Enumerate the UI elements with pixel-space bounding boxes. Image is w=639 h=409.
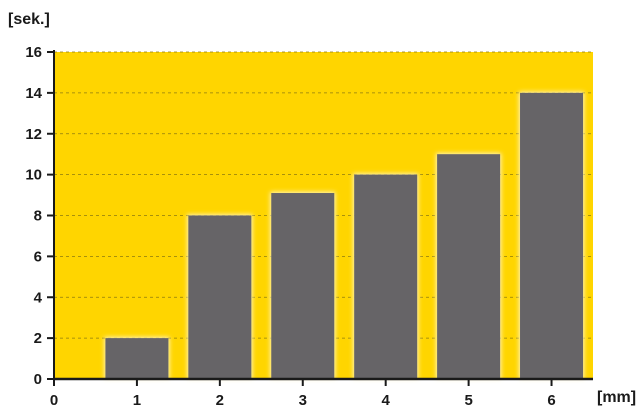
- y-tick-label: 4: [34, 289, 43, 306]
- y-tick-label: 8: [34, 208, 42, 225]
- x-tick-label: 6: [547, 392, 555, 409]
- bar-1: [105, 338, 169, 379]
- y-tick-label: 0: [34, 371, 42, 388]
- y-tick-label: 14: [25, 85, 42, 102]
- x-axis-ticks: 0 1 2 3 4 5 6: [50, 379, 556, 409]
- x-tick-label: 2: [216, 392, 224, 409]
- x-tick-label: 3: [299, 392, 307, 409]
- bar-5: [437, 154, 501, 379]
- bar-3: [271, 193, 335, 379]
- y-tick-label: 10: [25, 167, 42, 184]
- y-axis-label: [sek.]: [8, 11, 50, 28]
- y-tick-label: 16: [25, 44, 42, 61]
- x-axis-label: [mm]: [597, 389, 636, 406]
- bar-4: [354, 174, 418, 379]
- x-tick-label: 5: [464, 392, 472, 409]
- bar-6: [520, 92, 584, 379]
- x-tick-label: 1: [133, 392, 141, 409]
- y-axis-ticks: 0 2 4 6 8 10 12 14 16: [25, 44, 54, 388]
- y-tick-label: 6: [34, 248, 42, 265]
- bar-2: [188, 215, 252, 379]
- x-tick-label: 0: [50, 392, 58, 409]
- y-tick-label: 12: [25, 126, 42, 143]
- bars: [104, 91, 585, 379]
- x-tick-label: 4: [382, 392, 391, 409]
- y-tick-label: 2: [34, 330, 42, 347]
